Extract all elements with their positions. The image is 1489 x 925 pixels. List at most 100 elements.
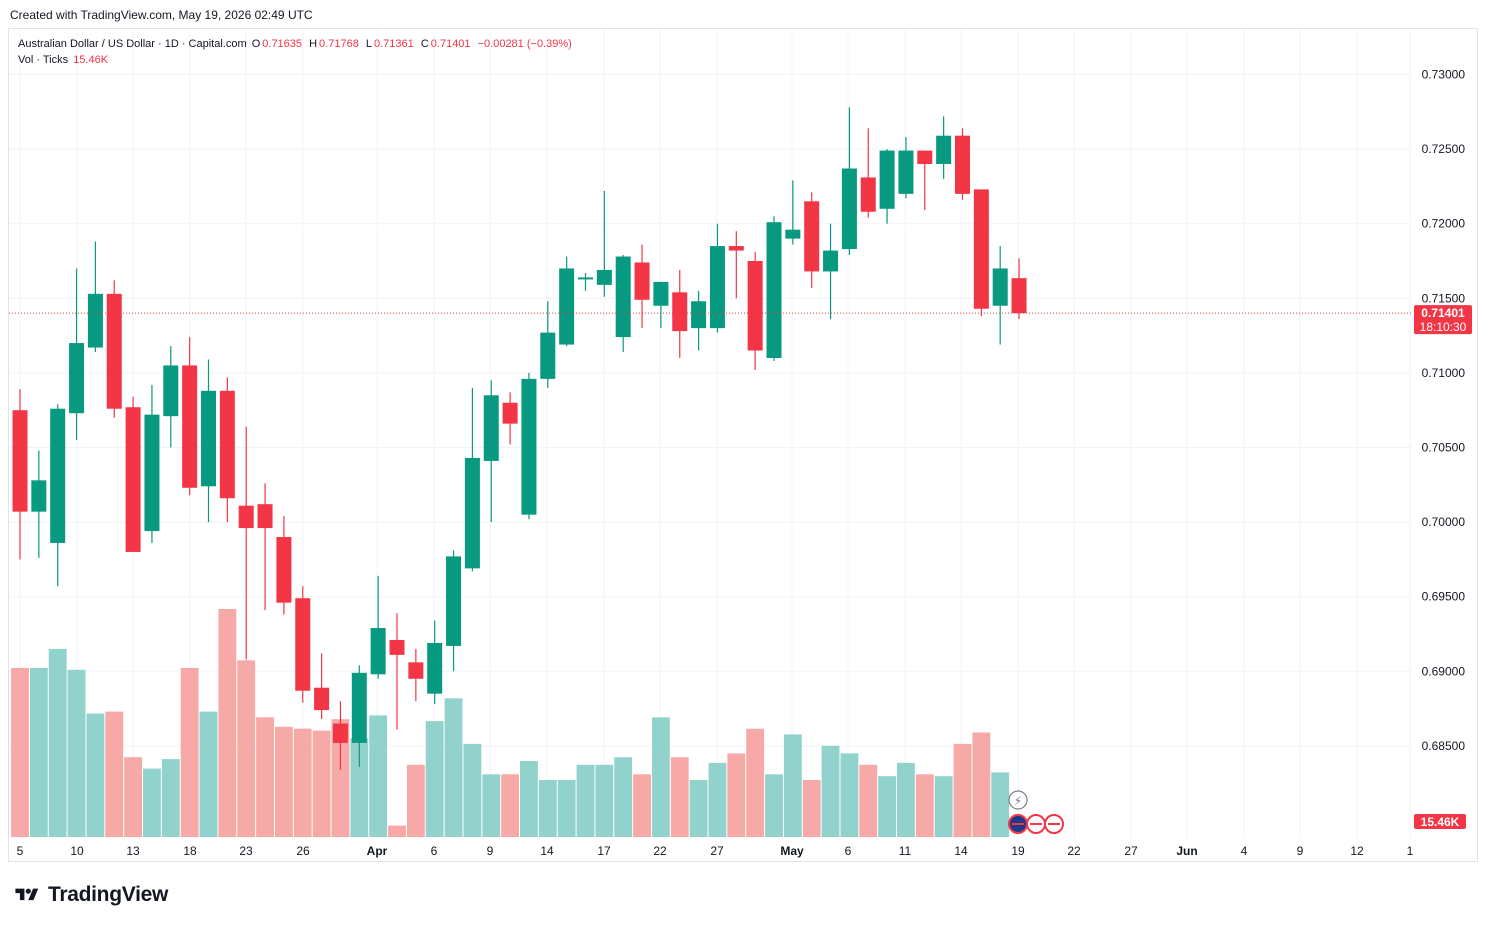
x-tick-label: 11 [899,844,912,858]
candle-body [559,268,575,345]
volume-bar [953,743,972,837]
candle-body [12,410,28,512]
volume-bar [67,669,86,837]
x-tick-label: 4 [1241,844,1248,858]
volume-bar [199,711,218,837]
volume-bar [538,780,557,837]
candle-body [427,642,443,694]
tradingview-logo[interactable]: TradingView [12,883,168,906]
x-tick-label: 9 [1297,844,1304,858]
x-tick-label: 10 [70,844,84,858]
volume-bar [143,768,161,837]
legend-volume-label[interactable]: Vol · Ticks [18,54,69,66]
x-tick-label: 17 [597,844,611,858]
y-tick-label: 0.70500 [1422,441,1466,455]
candle-body [201,390,216,487]
x-tick-label: 23 [239,844,253,858]
volume-bar [821,745,840,837]
volume-bar [29,667,48,837]
candle-body [709,246,725,329]
volume-bar [350,738,369,837]
x-tick-label: 12 [1350,844,1364,858]
volume-bar [501,774,520,837]
legend-open-label: O [251,38,261,50]
candle-body [615,256,631,338]
volume-bar [991,772,1010,837]
candle-body [578,277,593,280]
candle-body [50,408,66,543]
y-tick-label: 0.70000 [1422,515,1466,529]
volume-bar [463,743,482,837]
candle-body [804,201,820,272]
candle-body [1011,278,1027,314]
candle-body [257,504,273,529]
volume-bar [256,717,274,837]
x-tick-label: 1 [1407,844,1414,858]
candle-body [370,628,386,675]
candle-body [446,556,462,646]
legend-symbol[interactable]: Australian Dollar / US Dollar · 1D · Cap… [18,38,247,50]
x-tick-label: 22 [1067,844,1081,858]
legend-open-value: 0.71635 [262,38,303,50]
candle-body [672,292,688,332]
x-tick-label: 6 [431,844,438,858]
legend-close-value: 0.71401 [430,38,471,50]
y-tick-label: 0.72500 [1422,142,1466,156]
candle-body [219,390,235,499]
y-tick-label: 0.68500 [1422,739,1466,753]
volume-bar [670,757,689,837]
candle-body [973,189,989,309]
y-tick-label: 0.71500 [1422,291,1466,305]
created-caption: Created with TradingView.com, May 19, 20… [10,8,313,22]
volume-bar [48,648,67,837]
candle-body [389,639,405,655]
legend-close: C 0.71401 [421,38,473,50]
volume-bar [727,753,746,837]
volume-bar [11,667,29,837]
y-tick-label: 0.69500 [1422,590,1466,604]
candle-body [841,168,857,250]
y-tick-label: 0.72000 [1422,217,1466,231]
volume-bar [274,726,293,837]
volume-bar [972,732,991,837]
volume-bar [897,762,915,837]
candles [12,107,1027,770]
candle-body [502,402,518,424]
volume-bar [595,764,614,837]
x-tick-label: 19 [1011,844,1025,858]
volume-bar [161,759,180,837]
candle-body [521,378,537,515]
legend-volume-value: 15.46K [73,54,109,66]
legend-volume-row: Vol · Ticks 15.46K [18,52,574,68]
x-tick-label: 22 [653,844,667,858]
candle-body [238,505,254,529]
volume-bar [783,734,802,837]
x-tick-label: May [780,844,804,858]
volume-bar [765,774,783,837]
volume-bar [934,776,953,837]
volume-bar [840,753,859,837]
volume-bar [520,761,538,837]
x-tick-label: 5 [17,844,24,858]
candle-body [879,150,895,209]
candle-body [955,135,970,194]
candle-body [634,262,650,300]
x-tick-label: 14 [954,844,968,858]
candle-body [314,687,330,711]
legend-main-row: Australian Dollar / US Dollar · 1D · Cap… [18,36,574,52]
volume-bars [11,609,1010,837]
x-tick-label: 26 [296,844,310,858]
x-tick-label: 27 [1124,844,1138,858]
legend-high: H 0.71768 [309,38,361,50]
volume-bar [614,757,633,837]
countdown-label: 18:10:30 [1420,320,1467,334]
legend-high-value: 0.71768 [319,38,359,50]
volume-bar [406,764,425,837]
legend-low: L 0.71361 [366,38,416,50]
volume-badge-bg [1414,814,1466,829]
legend-open: O 0.71635 [252,38,304,50]
volume-bar [180,667,199,837]
candle-body [917,150,933,165]
